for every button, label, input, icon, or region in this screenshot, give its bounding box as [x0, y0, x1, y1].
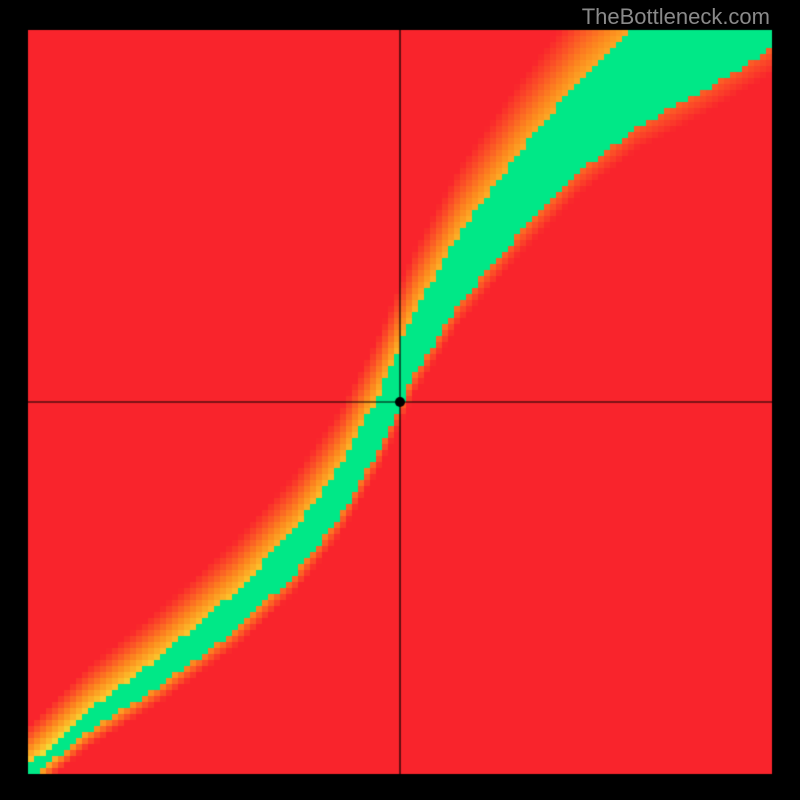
heatmap-canvas — [0, 0, 800, 800]
bottleneck-chart: { "watermark": { "text": "TheBottleneck.… — [0, 0, 800, 800]
